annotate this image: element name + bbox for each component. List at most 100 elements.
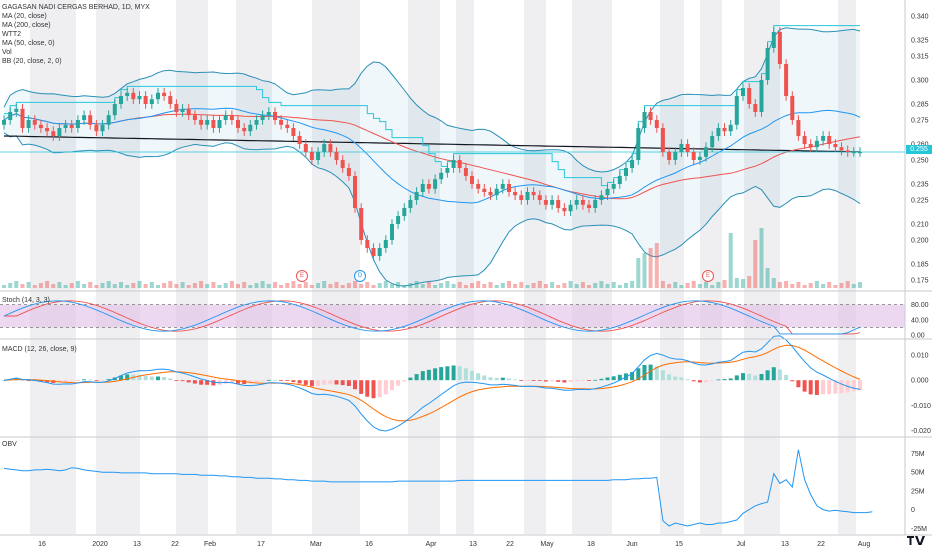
volume-bar (858, 282, 862, 288)
volume-bar (679, 285, 684, 288)
stoch-k-line (3, 300, 861, 335)
volume-bar (845, 281, 850, 288)
legend-vol[interactable]: Vol (2, 49, 12, 56)
macd-histogram-bar (291, 380, 296, 383)
price-tick-label: 0.210 (911, 222, 929, 229)
macd-label[interactable]: MACD (12, 26, close, 9) (2, 346, 77, 353)
legend-ma20[interactable]: MA (20, close) (2, 13, 47, 20)
macd-histogram-bar (457, 366, 462, 381)
earnings-event-marker[interactable]: E (702, 270, 714, 282)
macd-histogram-bar (439, 367, 444, 381)
macd-histogram-bar (94, 380, 99, 381)
price-tick-label: 0.175 (911, 278, 929, 285)
candle-body (562, 208, 567, 212)
dividend-event-marker[interactable]: D (354, 270, 366, 282)
volume-bar (543, 284, 548, 288)
volume-bar (476, 281, 481, 288)
macd-histogram-bar (297, 380, 302, 384)
candle-body (587, 204, 591, 208)
volume-bar (513, 284, 518, 288)
volume-bar (223, 283, 228, 288)
candle-body (845, 150, 850, 152)
candle-body (236, 120, 240, 128)
volume-bar (507, 281, 511, 288)
macd-histogram-bar (451, 365, 456, 381)
legend-wtt2[interactable]: WTT2 (2, 31, 22, 38)
legend-bb[interactable]: BB (20, close, 2, 0) (2, 58, 62, 65)
volume-bar (784, 281, 789, 288)
macd-histogram-bar (390, 380, 394, 391)
candle-body (556, 200, 561, 208)
volume-bar (149, 282, 154, 288)
legend-ma200[interactable]: MA (200, close) (2, 22, 51, 29)
volume-bar (500, 283, 505, 288)
candle-body (858, 152, 862, 154)
candle-body (285, 124, 290, 128)
wtt2-line (4, 25, 860, 187)
volume-bar (722, 280, 727, 288)
macd-histogram-bar (759, 374, 764, 381)
macd-histogram-bar (500, 377, 505, 381)
candle-body (611, 184, 616, 189)
macd-histogram-bar (316, 380, 321, 386)
macd-histogram-bar (137, 374, 142, 381)
macd-histogram-bar (266, 379, 271, 381)
weekend-band (176, 0, 208, 534)
macd-histogram-bar (531, 380, 536, 381)
volume-bar (254, 283, 259, 288)
candle-body (137, 96, 142, 100)
earnings-event-marker[interactable]: E (296, 270, 308, 282)
volume-bar (75, 281, 80, 288)
candle-body (851, 152, 856, 154)
volume-bar (69, 283, 74, 288)
macd-histogram-bar (26, 380, 31, 381)
last-price-tag: 0.255 (906, 145, 932, 154)
volume-bar (648, 248, 653, 288)
macd-histogram-bar (636, 368, 641, 381)
macd-histogram-bar (858, 380, 862, 391)
macd-histogram-bar (784, 374, 789, 381)
candle-body (747, 88, 752, 104)
price-tick-label: 0.250 (911, 158, 929, 165)
candle-body (143, 96, 148, 104)
macd-histogram-bar (667, 374, 672, 381)
weekend-band (408, 0, 440, 534)
candle-body (199, 120, 204, 125)
macd-histogram-bar (734, 375, 739, 381)
volume-bar (654, 243, 659, 288)
time-tick-label: 18 (587, 541, 595, 548)
volume-bar (414, 281, 419, 288)
volume-bar (420, 284, 425, 288)
candle-body (741, 88, 745, 96)
volume-bar (470, 283, 474, 288)
obv-pane: 75M 50M 25M 0 -25M (3, 449, 927, 533)
candle-body (45, 128, 50, 132)
time-tick-label: 22 (171, 541, 179, 548)
stoch-label[interactable]: Stoch (14, 3, 3) (2, 297, 50, 304)
macd-histogram-bar (143, 376, 148, 381)
macd-histogram-bar (814, 380, 819, 395)
macd-histogram-bar (556, 380, 561, 382)
price-tick-label: 0.300 (911, 78, 929, 85)
candle-body (624, 168, 628, 176)
macd-histogram-bar (470, 370, 474, 381)
legend-ma50[interactable]: MA (50, close, 0) (2, 40, 55, 47)
weekend-band (572, 0, 612, 534)
candle-body (839, 147, 844, 151)
macd-histogram-bar (741, 373, 745, 381)
bollinger-upper (3, 27, 861, 173)
candle-body (291, 128, 296, 136)
volume-bar (211, 282, 216, 288)
candle-body (162, 92, 167, 96)
candle-body (51, 131, 56, 136)
candle-body (69, 124, 74, 128)
candle-body (149, 99, 154, 104)
macd-histogram-bar (716, 379, 721, 381)
obv-label[interactable]: OBV (2, 441, 17, 448)
volume-bar (716, 282, 721, 288)
candle-body (642, 112, 647, 128)
stoch-d-line (4, 300, 861, 335)
candle-body (599, 195, 604, 200)
candle-body (488, 192, 493, 196)
candle-body (14, 108, 19, 112)
